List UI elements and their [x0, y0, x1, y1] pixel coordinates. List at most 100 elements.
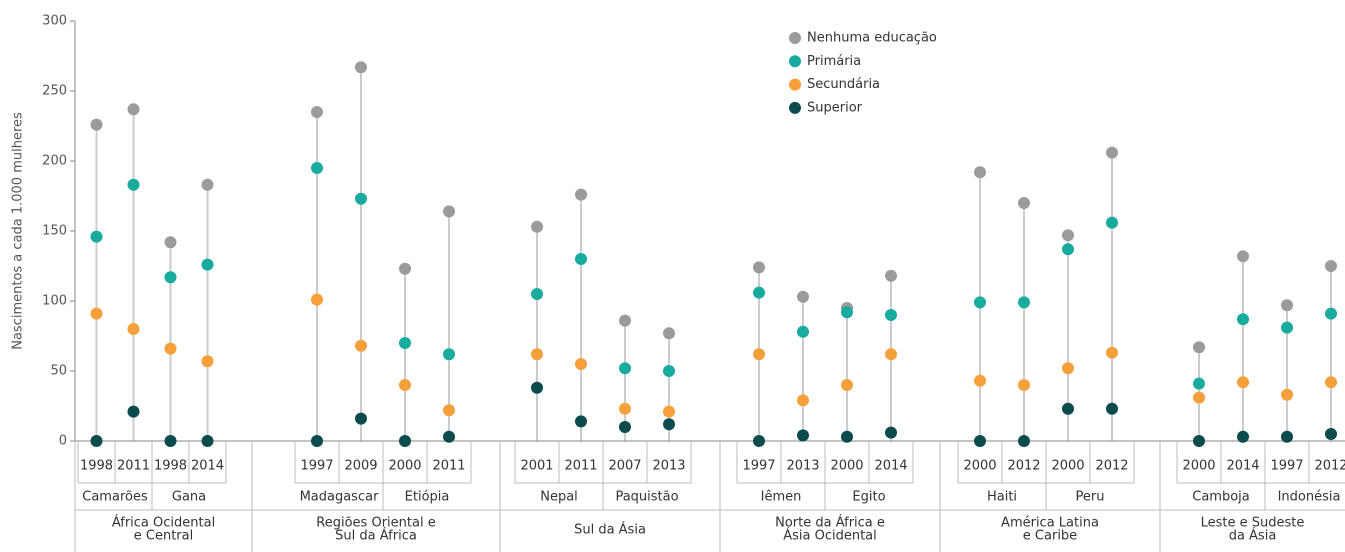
region-label: e Central	[134, 529, 193, 544]
dot	[355, 339, 367, 352]
dot	[127, 323, 140, 335]
dot	[1237, 430, 1249, 443]
dot	[885, 309, 897, 321]
region-label: Sul da Ásia	[574, 522, 646, 538]
dot	[531, 381, 543, 394]
legend-label: Nenhuma educação	[807, 31, 937, 46]
dot	[974, 166, 986, 179]
dot	[753, 286, 765, 299]
dot	[443, 205, 455, 218]
dot	[1281, 430, 1293, 443]
x-tick-label: 2011	[564, 459, 597, 474]
x-tick-label: 2012	[1095, 459, 1128, 474]
dot	[663, 327, 675, 340]
dot	[885, 348, 897, 361]
x-tick-label: 2012	[1007, 459, 1040, 474]
x-tick-label: 2013	[786, 459, 819, 474]
dot	[1018, 296, 1030, 309]
y-tick-label: 300	[42, 14, 67, 29]
dot	[443, 430, 455, 443]
dot	[885, 269, 897, 282]
dot	[663, 405, 675, 418]
x-tick-label: 1997	[1270, 459, 1303, 474]
dot	[399, 435, 411, 447]
dot	[1106, 216, 1118, 229]
dot	[201, 178, 214, 191]
country-label: Madagascar	[300, 490, 380, 505]
dot	[90, 230, 103, 243]
x-tick-label: 2007	[608, 459, 641, 474]
x-tick-label: 2000	[830, 459, 863, 474]
dot	[1193, 391, 1205, 404]
dot	[90, 118, 103, 131]
dot	[619, 314, 631, 327]
legend-swatch	[789, 32, 801, 44]
dot	[443, 348, 455, 361]
legend-label: Superior	[807, 100, 863, 115]
region-label: e Caribe	[1023, 529, 1077, 544]
dot	[531, 220, 543, 233]
country-label: Peru	[1076, 490, 1105, 505]
country-label: Nepal	[540, 490, 578, 505]
dot	[311, 162, 323, 174]
dot	[753, 348, 765, 361]
dot	[575, 253, 587, 265]
country-label: Haiti	[987, 490, 1017, 505]
dot	[531, 288, 543, 300]
dot	[164, 236, 177, 249]
dot	[974, 374, 986, 387]
dot	[399, 379, 411, 391]
dot	[164, 271, 177, 284]
dot	[619, 402, 631, 415]
dot	[1281, 388, 1293, 401]
legend-swatch	[789, 78, 801, 91]
dot	[201, 258, 214, 271]
x-tick-label: 2014	[874, 459, 907, 474]
x-tick-label: 2011	[117, 459, 150, 474]
dot	[1237, 376, 1249, 389]
region-label: Regiões Oriental e	[316, 516, 435, 531]
dot	[1062, 402, 1074, 415]
dot	[1281, 321, 1293, 334]
y-tick-label: 250	[42, 84, 67, 99]
dot	[619, 362, 631, 375]
dot	[1325, 376, 1337, 389]
country-label: Etiópia	[405, 490, 450, 505]
dot	[311, 106, 323, 118]
x-tick-label: 2013	[652, 459, 685, 474]
dot	[753, 435, 765, 447]
dot	[797, 325, 809, 338]
dot	[1062, 243, 1074, 256]
dot	[1062, 362, 1074, 375]
dot	[443, 404, 455, 417]
dot	[1018, 197, 1030, 209]
legend-swatch	[789, 55, 801, 68]
country-label: Gana	[172, 490, 206, 505]
dot	[619, 421, 631, 433]
x-tick-label: 1998	[154, 459, 187, 474]
dot	[885, 426, 897, 439]
y-tick-label: 50	[50, 364, 67, 379]
country-label: Iêmen	[761, 490, 802, 505]
dot	[127, 405, 140, 418]
dot	[575, 415, 587, 428]
country-label: Camarões	[82, 490, 148, 505]
x-tick-label: 2011	[432, 459, 465, 474]
x-tick-label: 2001	[520, 459, 553, 474]
dot	[1193, 377, 1205, 390]
country-label: Paquistão	[615, 490, 678, 505]
dot	[841, 379, 853, 391]
x-tick-label: 2014	[1226, 459, 1259, 474]
dot	[841, 430, 853, 443]
region-label: da Ásia	[1229, 528, 1277, 544]
y-tick-label: 200	[42, 154, 67, 169]
region-label: África Ocidental	[112, 515, 215, 531]
dot	[1237, 313, 1249, 326]
dot	[1106, 346, 1118, 359]
dot	[355, 61, 367, 74]
x-tick-label: 1997	[742, 459, 775, 474]
dot	[127, 178, 140, 191]
dot	[1325, 307, 1337, 320]
dot	[797, 290, 809, 303]
